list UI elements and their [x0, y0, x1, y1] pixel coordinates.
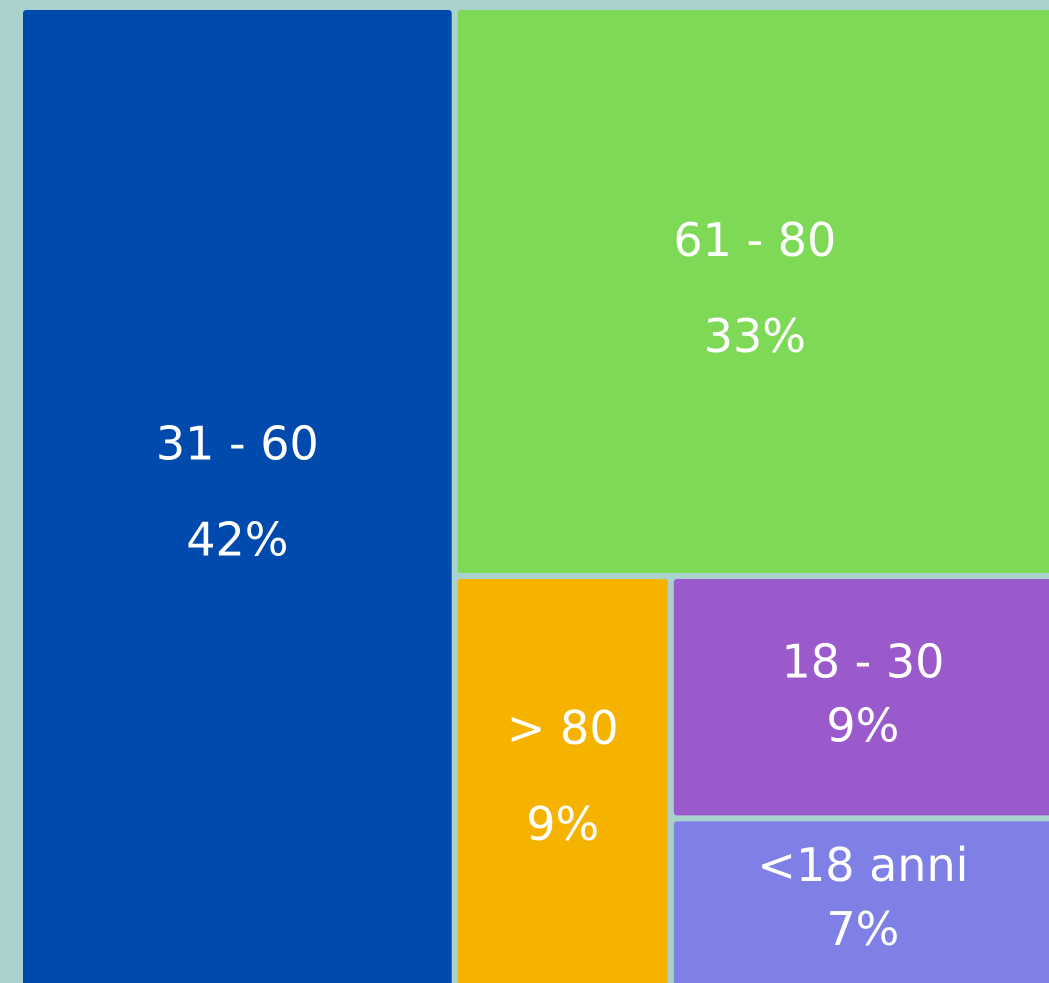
tile-value: 42% — [186, 513, 288, 567]
tile-label: 31 - 60 — [156, 417, 319, 471]
tile-label: > 80 — [507, 701, 619, 755]
tile — [23, 10, 452, 983]
tile — [673, 821, 1049, 983]
tile-value: 33% — [704, 309, 806, 363]
tile — [673, 578, 1049, 816]
tile-value: 9% — [526, 797, 599, 851]
tile — [457, 10, 1049, 573]
tile-label: 18 - 30 — [781, 635, 944, 689]
tile-value: 7% — [826, 902, 899, 956]
tile — [457, 578, 668, 983]
tile-label: <18 anni — [757, 838, 968, 892]
tile-label: 61 - 80 — [673, 213, 836, 267]
tile-value: 9% — [826, 699, 899, 753]
